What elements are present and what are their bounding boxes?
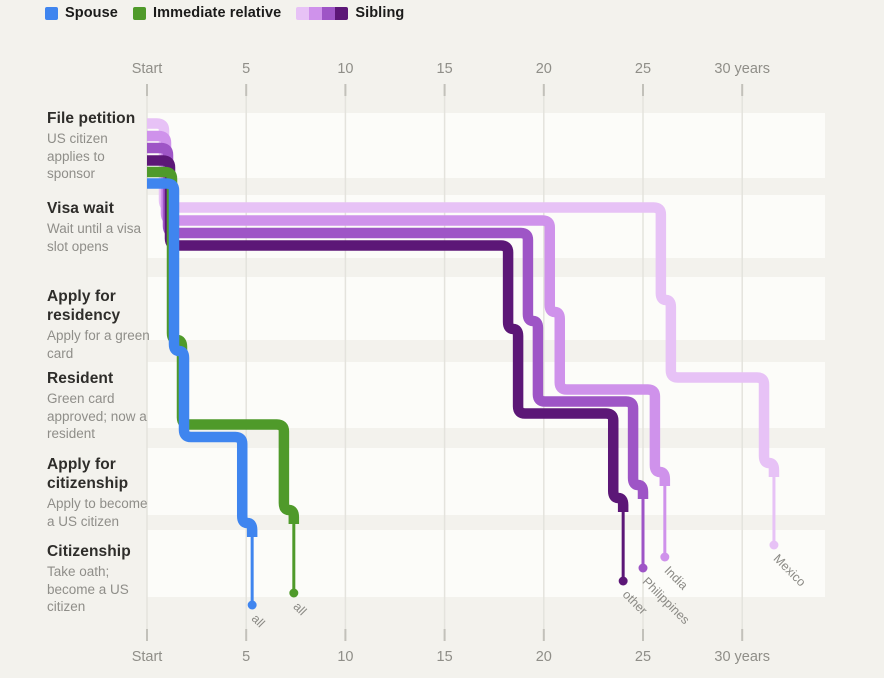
flow-end-label-immediate-relative-all: all: [290, 599, 309, 618]
stage-row-band-4: [147, 448, 825, 515]
axis-label-bottom: 5: [242, 649, 250, 665]
stage-title: Apply for citizenship: [47, 456, 129, 492]
flow-path-spouse-all: [147, 178, 258, 537]
spouse-swatch-icon: [45, 6, 58, 20]
stage-title: Resident: [47, 370, 114, 387]
stage-label-resident: Resident Green card approved; now a resi…: [47, 369, 153, 443]
stage-title: Citizenship: [47, 543, 131, 560]
axis-label-top: 10: [337, 61, 353, 77]
axis-label-bottom: 10: [337, 649, 353, 665]
stage-title: File petition: [47, 110, 136, 127]
immediate-relative-swatch-icon: [132, 6, 146, 20]
axis-label-top: 5: [242, 61, 250, 77]
stage-title: Visa wait: [47, 200, 114, 217]
axis-label-top: 20: [536, 61, 552, 77]
stage-row-band-3: [147, 362, 825, 428]
stage-label-file-petition: File petition US citizen applies to spon…: [47, 109, 153, 183]
legend-color-swatch: [322, 6, 336, 20]
flow-dot-sibling-other: [618, 576, 628, 586]
legend-item-immediate-relative: Immediate relative: [132, 5, 282, 21]
axis-label-bottom: 20: [536, 649, 552, 665]
stage-title: Apply for residency: [47, 288, 121, 324]
flow-dot-sibling-philippines: [638, 563, 648, 573]
legend: Spouse Immediate relative Sibling: [45, 5, 404, 21]
axis-label-bottom: 30 years: [714, 649, 770, 665]
stage-label-apply-citizenship: Apply for citizenship Apply to become a …: [47, 455, 153, 530]
axis-label-bottom: Start: [132, 649, 163, 665]
sibling-swatch-icon: [296, 6, 349, 20]
stage-label-citizenship: Citizenship Take oath; become a US citiz…: [47, 542, 153, 616]
stage-row-band-0: [147, 113, 825, 178]
axis-label-bottom: 25: [635, 649, 651, 665]
stage-subtitle: Take oath; become a US citizen: [47, 564, 129, 614]
stage-label-visa-wait: Visa wait Wait until a visa slot opens: [47, 199, 153, 255]
legend-color-swatch: [309, 6, 323, 20]
axis-label-bottom: 15: [437, 649, 453, 665]
legend-color-swatch: [296, 6, 310, 20]
axis-label-top: 15: [437, 61, 453, 77]
legend-item-sibling: Sibling: [296, 5, 404, 21]
axis-label-top: 30 years: [714, 61, 770, 77]
axis-label-top: 25: [635, 61, 651, 77]
stage-subtitle: US citizen applies to sponsor: [47, 131, 108, 181]
flow-end-label-spouse-all: all: [249, 611, 268, 630]
stage-subtitle: Apply for a green card: [47, 328, 150, 361]
legend-label-spouse: Spouse: [65, 5, 118, 21]
flow-dot-sibling-mexico: [769, 540, 779, 550]
stage-row-band-2: [147, 277, 825, 340]
legend-label-sibling: Sibling: [355, 5, 405, 21]
legend-color-swatch: [45, 6, 58, 20]
stage-subtitle: Wait until a visa slot opens: [47, 221, 142, 254]
legend-label-immediate-relative: Immediate relative: [152, 5, 282, 21]
stage-subtitle: Green card approved; now a resident: [47, 391, 147, 441]
flow-dot-immediate-relative-all: [289, 588, 299, 598]
flow-dot-spouse-all: [247, 600, 257, 610]
stage-subtitle: Apply to become a US citizen: [47, 496, 148, 529]
legend-color-swatch: [335, 6, 349, 20]
axis-label-top: Start: [132, 61, 163, 77]
legend-item-spouse: Spouse: [45, 5, 118, 21]
legend-color-swatch: [132, 6, 146, 20]
stage-row-band-5: [147, 530, 825, 597]
stage-label-apply-residency: Apply for residency Apply for a green ca…: [47, 287, 153, 362]
flow-dot-sibling-india: [660, 552, 670, 562]
